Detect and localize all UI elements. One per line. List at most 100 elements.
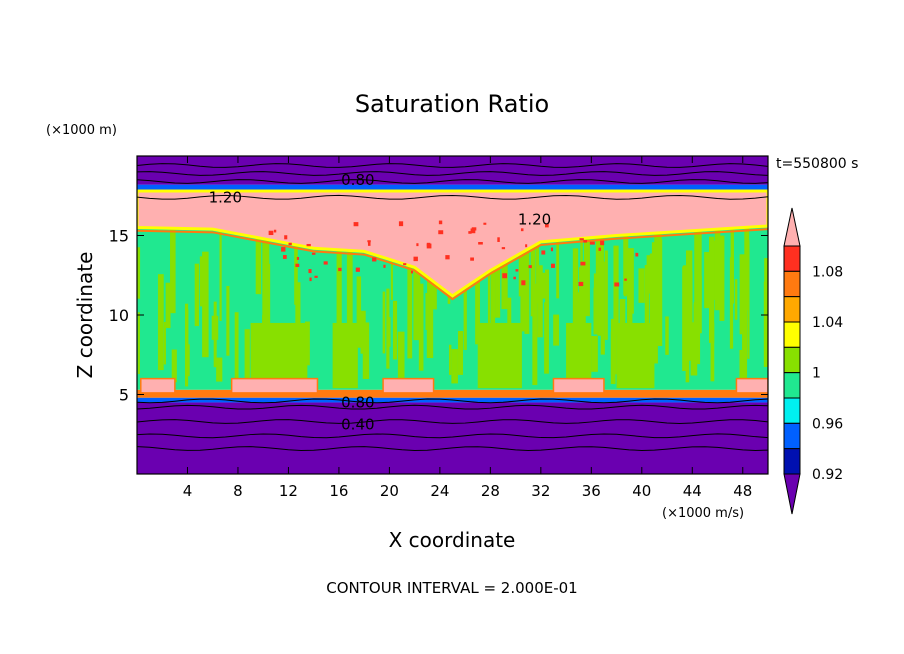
x-axis-label: X coordinate xyxy=(389,528,516,552)
x-tick-label: 12 xyxy=(279,482,298,500)
red-speck xyxy=(541,250,546,255)
green-patch-0 xyxy=(250,322,308,389)
plume-streak xyxy=(448,344,452,375)
plume-streak xyxy=(610,318,617,375)
red-speck xyxy=(520,228,524,232)
base-cell-0 xyxy=(140,377,176,394)
contour-line xyxy=(137,398,768,404)
colorbar-bottom-arrow xyxy=(783,473,801,515)
plume-streak xyxy=(264,275,269,323)
plume-streak xyxy=(187,344,190,377)
plume-streak xyxy=(573,267,577,360)
plume-streak xyxy=(644,264,650,377)
x-tick-label: 8 xyxy=(233,482,243,500)
red-speck xyxy=(426,243,432,249)
y-tick-label: 10 xyxy=(109,306,129,325)
red-speck xyxy=(513,276,516,280)
red-speck xyxy=(416,243,419,247)
x-tick-label: 40 xyxy=(632,482,651,500)
colorbar-swatch xyxy=(783,245,801,272)
plume-streak xyxy=(593,273,597,301)
red-speck xyxy=(314,275,318,278)
upper-layer-edge xyxy=(137,228,768,301)
plume-streak xyxy=(360,310,366,354)
red-speck xyxy=(438,220,443,225)
plume-streak xyxy=(591,336,598,372)
red-speck xyxy=(515,269,519,272)
plume-streak xyxy=(163,321,166,365)
contour-label: 0.40 xyxy=(341,416,374,434)
red-speck xyxy=(284,235,288,240)
red-speck xyxy=(383,264,386,268)
colorbar-swatch xyxy=(783,372,801,399)
colorbar-tick-label: 0.96 xyxy=(812,416,843,432)
plume-streak xyxy=(386,288,390,369)
plume-streak xyxy=(600,261,605,355)
plume-streak xyxy=(244,329,250,380)
contour-line xyxy=(137,404,768,410)
plume-streak xyxy=(714,225,721,311)
red-speck xyxy=(478,241,483,245)
plume-streak xyxy=(710,322,715,382)
colorbar-tick-label: 1.08 xyxy=(812,264,843,280)
plume-streak xyxy=(194,263,199,327)
plume-streak xyxy=(137,312,140,374)
red-speck xyxy=(309,277,312,282)
plume-streak xyxy=(137,247,141,299)
plume-streak xyxy=(171,349,177,383)
red-speck xyxy=(323,261,328,265)
field-band-2 xyxy=(137,389,768,398)
red-speck xyxy=(545,223,549,228)
plume-streak xyxy=(451,349,458,384)
x-tick-label: 44 xyxy=(683,482,702,500)
plume-streak xyxy=(694,225,702,305)
colorbar-swatch xyxy=(783,321,801,348)
contour-interval-footer: CONTOUR INTERVAL = 2.000E-01 xyxy=(326,579,577,597)
plume-streak xyxy=(202,251,209,358)
plume-streak xyxy=(704,252,710,309)
red-speck xyxy=(502,273,508,279)
plume-streak xyxy=(347,225,353,327)
y-unit-label: (×1000 m) xyxy=(46,123,117,138)
upper-supersaturated-layer xyxy=(137,189,768,298)
contour-label: 1.20 xyxy=(209,188,242,206)
red-speck xyxy=(470,228,476,234)
red-speck xyxy=(600,240,605,246)
plume-streak xyxy=(487,225,491,341)
plume-streak xyxy=(407,245,413,359)
red-speck xyxy=(578,281,584,287)
colorbar-swatch xyxy=(783,448,801,475)
colorbar-tick-label: 1 xyxy=(812,366,821,382)
contour-line xyxy=(137,179,768,184)
x-tick-label: 16 xyxy=(329,482,348,500)
contour-line xyxy=(137,446,768,451)
colorbar-labels: 1.08 1.04 1 0.96 0.92 xyxy=(812,264,843,483)
plume-streak xyxy=(530,225,536,317)
red-speck xyxy=(338,267,342,272)
plume-streak xyxy=(744,225,750,311)
red-speck xyxy=(367,240,371,246)
plume-streak xyxy=(556,225,560,299)
plume-streak xyxy=(413,225,421,341)
plume-streak xyxy=(619,298,626,347)
contour-label: 1.20 xyxy=(518,211,551,229)
red-speck xyxy=(438,230,444,235)
red-speck xyxy=(308,269,312,274)
plume-streak xyxy=(532,283,538,386)
colorbar-swatch xyxy=(783,346,801,374)
contour-line xyxy=(137,194,768,200)
plume-streak xyxy=(593,287,599,335)
colorbar-swatch xyxy=(783,270,801,298)
x-tick-label: 28 xyxy=(481,482,500,500)
contour-line xyxy=(137,171,768,176)
y-axis-ticks: 5 10 15 xyxy=(109,227,768,405)
red-speck xyxy=(614,282,620,287)
colorbar-swatch xyxy=(783,296,801,323)
red-speck xyxy=(525,244,528,248)
plume-streak xyxy=(742,287,748,385)
plume-streak xyxy=(463,278,467,350)
red-speck xyxy=(295,263,300,268)
red-speck xyxy=(306,243,311,247)
red-speck xyxy=(372,257,377,262)
plume-streak xyxy=(739,254,746,335)
